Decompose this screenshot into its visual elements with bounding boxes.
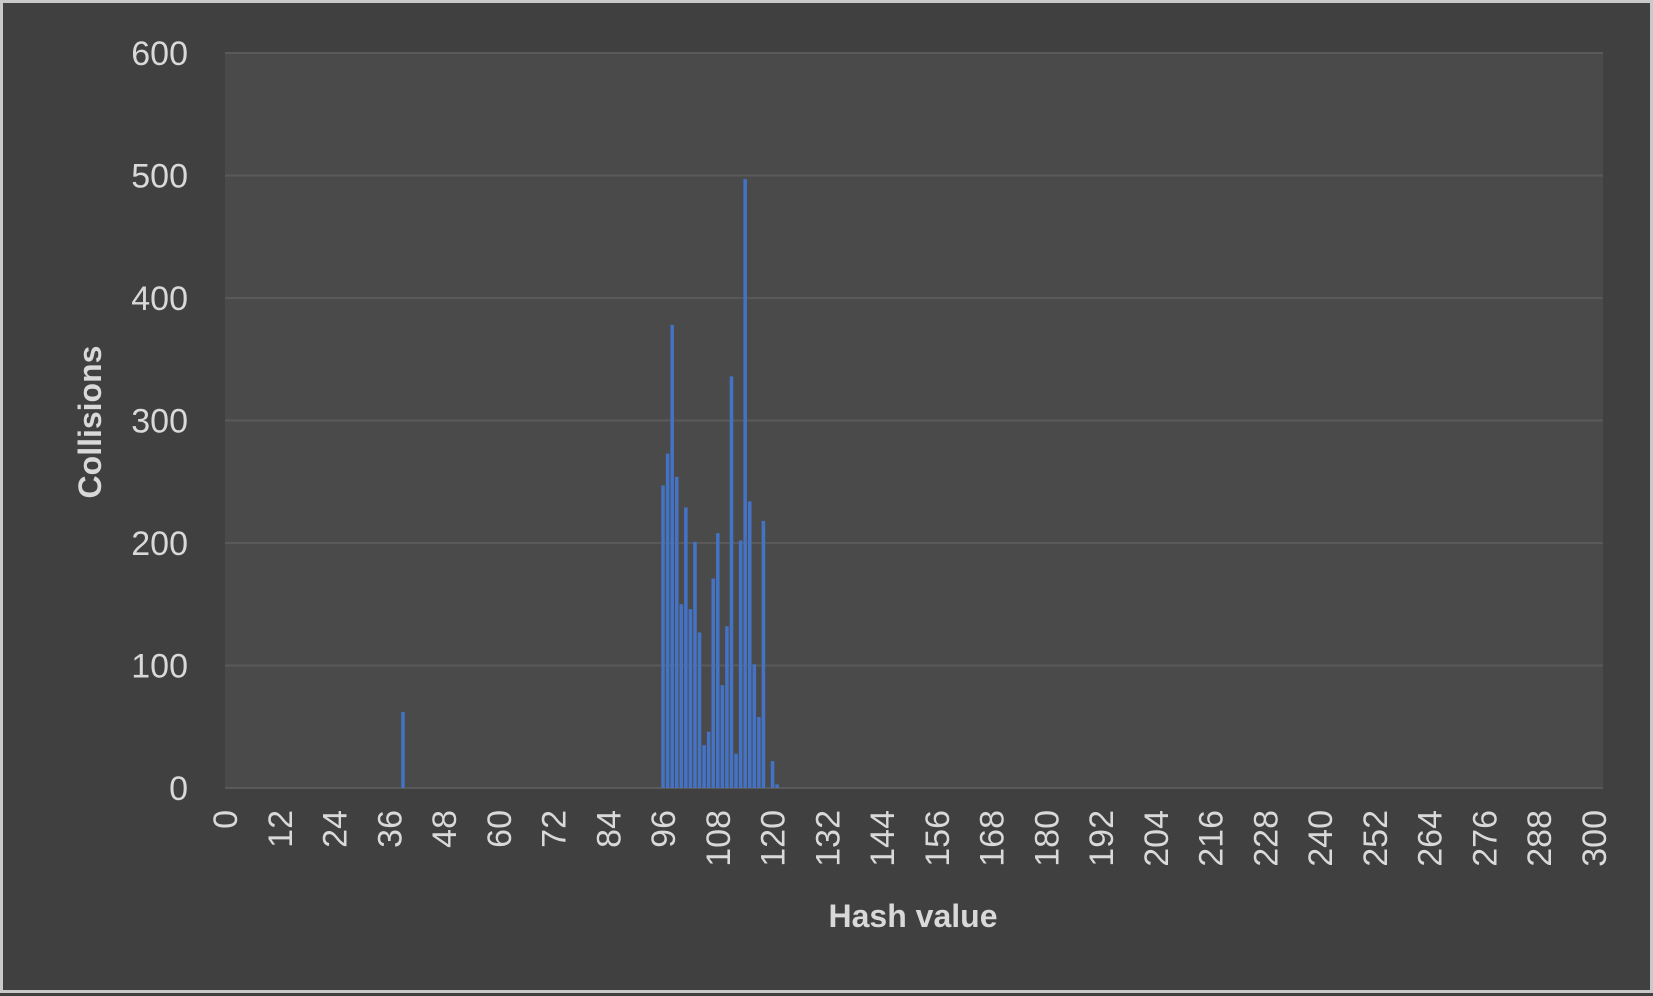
x-tick-label: 144 [864,810,902,867]
x-tick-label: 216 [1193,810,1231,867]
x-tick-label: 84 [590,810,628,848]
bar [702,745,706,788]
y-tick-label: 0 [169,770,188,808]
bar [665,453,670,788]
y-tick-label: 400 [131,280,188,318]
bar [679,604,684,788]
bar [729,376,734,788]
bar [720,685,725,788]
hash-collision-chart: 0 100 200 300 400 500 600 0 12 24 36 48 60 72 84 96 108… [72,35,1614,934]
x-tick-label: 228 [1247,810,1285,867]
x-tick-label: 288 [1521,810,1559,867]
x-tick-label: 252 [1357,810,1395,867]
bar [697,632,702,788]
x-tick-label: 48 [426,810,464,848]
bar [706,731,711,788]
bar [674,476,679,788]
bar [734,753,738,788]
x-tick-label: 60 [481,810,519,848]
y-axis-ticks: 0 100 200 300 400 500 600 [131,35,188,808]
bar [684,507,688,788]
x-tick-label: 204 [1138,810,1176,867]
x-tick-label: 132 [809,810,847,867]
bar [401,712,405,788]
bar [761,520,766,788]
bar [661,485,665,788]
x-tick-label: 240 [1302,810,1340,867]
bars [401,179,779,789]
x-tick-label: 168 [974,810,1012,867]
x-tick-label: 12 [262,810,300,848]
bar [688,609,693,788]
x-tick-label: 156 [919,810,957,867]
x-tick-label: 300 [1576,810,1614,867]
y-tick-label: 100 [131,648,188,686]
x-tick-label: 24 [317,810,355,848]
gridlines [225,52,1603,789]
y-tick-label: 300 [131,403,188,441]
bar [725,626,729,788]
bar [738,540,743,788]
x-tick-label: 276 [1466,810,1504,867]
x-tick-label: 180 [1028,810,1066,867]
x-tick-label: 264 [1412,810,1450,867]
bar [693,541,697,788]
bar [770,761,775,788]
y-tick-label: 600 [131,35,188,73]
x-tick-label: 108 [700,810,738,867]
bar [711,578,716,788]
x-axis-ticks: 0 12 24 36 48 60 72 84 96 108 120 132 144 156 168 180 19… [207,810,1614,867]
x-tick-label: 96 [645,810,683,848]
x-tick-label: 120 [755,810,793,867]
bar [743,179,747,789]
bar [747,501,752,788]
y-tick-label: 200 [131,525,188,563]
y-tick-label: 500 [131,158,188,196]
x-tick-label: 36 [371,810,409,848]
bar [775,784,779,788]
bar [716,533,720,788]
bar [752,664,757,788]
x-tick-label: 192 [1083,810,1121,867]
bar [670,324,674,788]
x-tick-label: 72 [536,810,574,848]
x-tick-label: 0 [207,810,245,829]
x-axis-title: Hash value [829,898,998,934]
y-axis-title: Collisions [72,346,108,499]
bar [757,716,761,788]
